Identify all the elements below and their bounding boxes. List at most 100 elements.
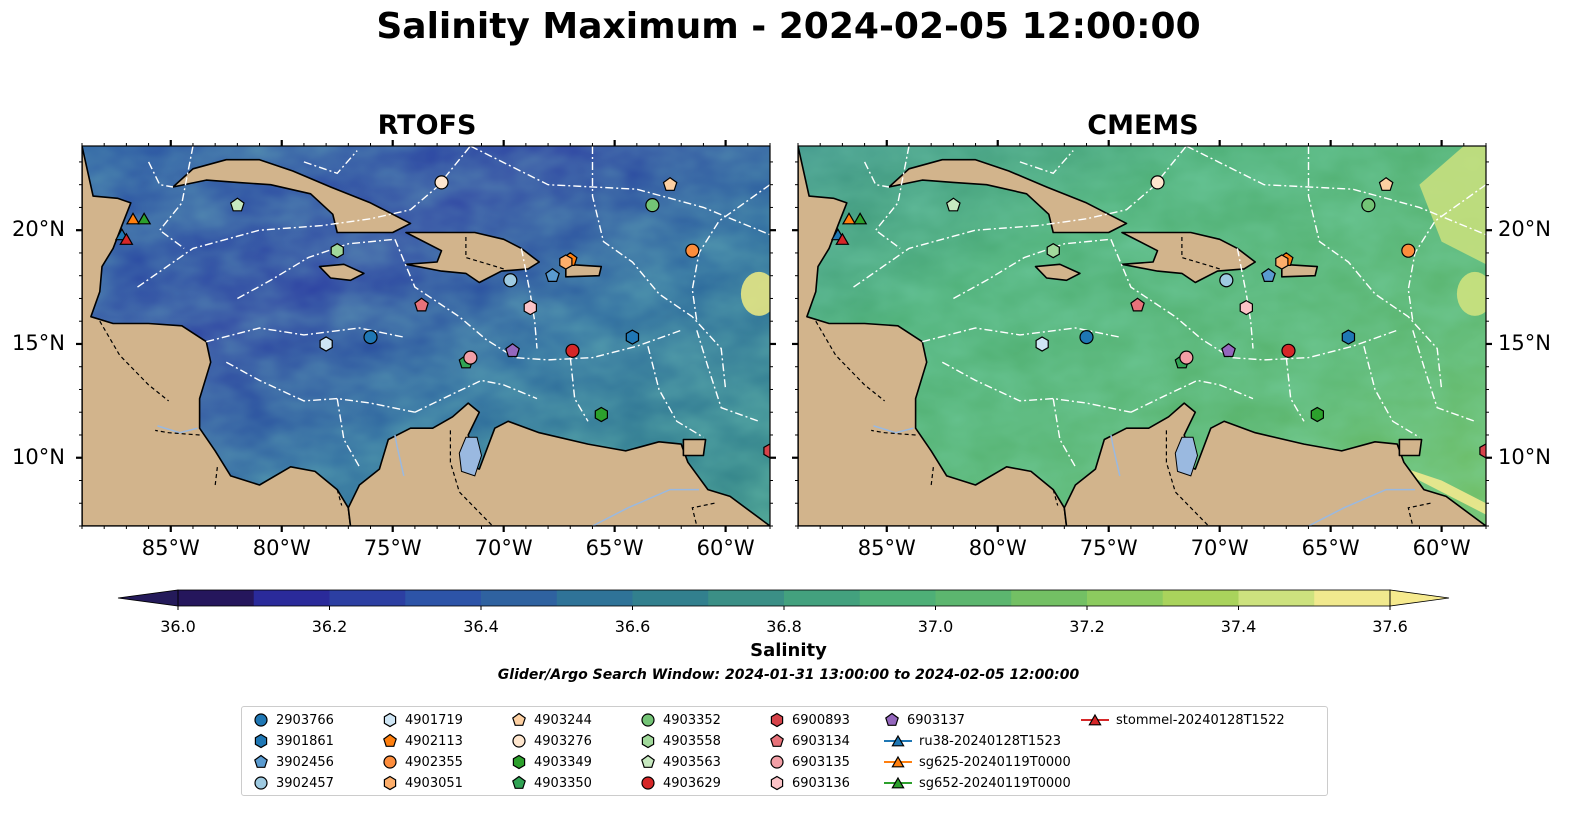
map-content-rtofs (82, 146, 770, 526)
legend-symbol (641, 713, 655, 727)
lat-label-left: 10°N (12, 444, 65, 469)
legend-item: 4903276 (510, 732, 592, 750)
legend-marker-hexagon (641, 733, 655, 749)
platform-sg652-20240119T0000 (137, 212, 152, 225)
colorbar-segment (632, 590, 709, 606)
eez-boundary (1412, 330, 1476, 422)
legend-item: 6903135 (768, 753, 850, 771)
legend-label: sg652-20240119T0000 (919, 775, 1071, 791)
legend-item: sg625-20240119T0000 (883, 753, 1071, 771)
river-line (873, 425, 914, 434)
legend-marker-hexagon (770, 712, 784, 728)
legend-label: 3901861 (276, 733, 334, 749)
legend-item: 4903629 (639, 774, 721, 792)
platform-6900893 (763, 443, 770, 459)
legend-label: 4903244 (534, 712, 592, 728)
legend-marker-hexagon (254, 733, 268, 749)
legend-marker-pentagon (641, 754, 655, 768)
legend-symbol (254, 754, 268, 768)
eez-boundary (647, 346, 704, 438)
lon-label-cmems: 75°W (1079, 536, 1138, 560)
land-puerto-rico (1281, 263, 1319, 278)
map-content-cmems (798, 146, 1486, 526)
panel-title-cmems: CMEMS (1087, 110, 1199, 141)
river-line (1110, 434, 1121, 477)
legend-item: 4902355 (381, 753, 463, 771)
colorbar-extend-high (1389, 589, 1450, 607)
legend-symbol (1088, 713, 1102, 726)
legend-marker-triangle (884, 755, 912, 768)
legend-label: 4902113 (405, 733, 463, 749)
eez-boundary (303, 150, 358, 175)
legend-symbol (891, 734, 905, 747)
colorbar-tick-label: 36.2 (311, 617, 348, 636)
colorbar-segment (1314, 590, 1391, 606)
eez-boundary (1019, 150, 1074, 175)
river-line (592, 488, 699, 526)
eez-boundary (863, 161, 890, 188)
colorbar-extend-low (117, 589, 179, 607)
platform-4903276 (1150, 175, 1165, 190)
platform-4902355 (1401, 243, 1416, 258)
platform-stommel-20240128T1522 (119, 232, 134, 245)
platform-6903137 (1221, 343, 1236, 358)
legend-symbol (770, 755, 784, 769)
lon-label-rtofs: 60°W (696, 536, 755, 560)
legend-item: 4903558 (639, 732, 721, 750)
colorbar-tick-label: 36.8 (766, 617, 802, 636)
country-border (1052, 489, 1059, 506)
colorbar-segment (556, 590, 633, 606)
legend-symbol (770, 712, 784, 728)
legend-symbol (885, 712, 899, 726)
platform-stommel-20240128T1522 (835, 232, 850, 245)
lon-label-cmems: 65°W (1301, 536, 1360, 560)
platform-4903352 (645, 198, 660, 213)
legend-label: 6903136 (792, 775, 850, 791)
river-line (1308, 488, 1415, 526)
legend-symbol (641, 733, 655, 749)
legend-marker-hexagon (770, 775, 784, 791)
legend-item: 4901719 (381, 711, 463, 729)
lat-label-right: 15°N (1498, 330, 1551, 355)
legend-item: 4902113 (381, 732, 463, 750)
land-trinidad (682, 438, 707, 457)
legend-symbol (383, 712, 397, 728)
platform-4902355 (685, 243, 700, 258)
legend-item: 6900893 (768, 711, 850, 729)
platform-4903349 (594, 406, 609, 423)
river-line (157, 425, 198, 434)
eez-boundary (874, 146, 910, 249)
legend-label: 4903276 (534, 733, 592, 749)
map-panel-cmems (792, 140, 1492, 532)
platform-sg625-20240119T0000 (125, 212, 141, 225)
high-salinity-patch (1456, 271, 1486, 316)
lat-label-left: 20°N (12, 217, 65, 242)
platform-2903766 (1079, 330, 1094, 345)
land-south-america (347, 402, 770, 526)
colorbar-segment (178, 590, 255, 606)
legend-symbol (891, 776, 905, 789)
legend-symbol (512, 775, 526, 789)
country-border (691, 502, 715, 526)
legend-marker-circle (770, 755, 784, 769)
legend-item: 6903134 (768, 732, 850, 750)
legend-symbol (254, 713, 268, 727)
platform-4903051 (1275, 254, 1289, 270)
legend-item: 3902457 (252, 774, 334, 792)
legend-marker-circle (641, 713, 655, 727)
eez-boundary (414, 379, 538, 413)
lon-label-rtofs: 80°W (252, 536, 311, 560)
map-frame-cmems (797, 145, 1487, 527)
colorbar-segment (1011, 590, 1088, 606)
lake-maracaibo (458, 436, 483, 477)
river-line (394, 434, 405, 477)
platform-6903134 (414, 297, 429, 312)
land-trinidad (1398, 438, 1423, 457)
legend-item: stommel-20240128T1522 (1080, 711, 1285, 729)
land-central-america (82, 146, 352, 526)
colorbar-label: Salinity (750, 640, 827, 661)
legend-marker-hexagon (383, 712, 397, 728)
legend-item: 3901861 (252, 732, 334, 750)
colorbar-segment (1162, 590, 1239, 606)
legend-marker-circle (512, 734, 526, 748)
